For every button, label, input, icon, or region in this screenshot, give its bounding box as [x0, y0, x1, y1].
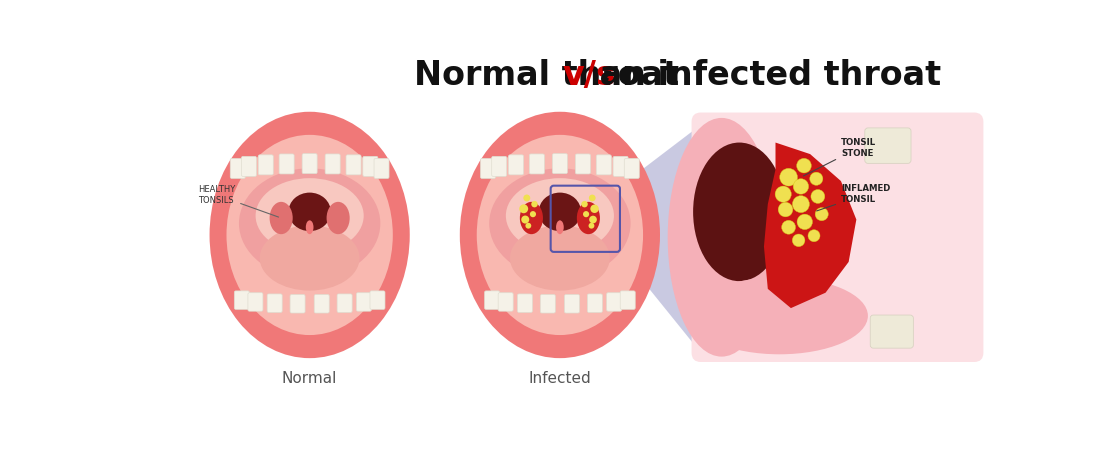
Ellipse shape [306, 220, 313, 234]
FancyBboxPatch shape [279, 154, 294, 174]
Circle shape [530, 211, 536, 217]
Circle shape [524, 194, 530, 202]
Circle shape [583, 211, 590, 217]
Ellipse shape [539, 193, 581, 231]
Circle shape [811, 189, 825, 203]
FancyBboxPatch shape [564, 295, 580, 313]
Ellipse shape [691, 277, 868, 354]
Circle shape [588, 223, 594, 229]
FancyBboxPatch shape [596, 155, 612, 175]
FancyBboxPatch shape [258, 155, 273, 175]
Ellipse shape [239, 168, 381, 279]
FancyBboxPatch shape [241, 156, 256, 176]
Circle shape [796, 158, 812, 173]
Ellipse shape [520, 202, 543, 234]
FancyBboxPatch shape [290, 295, 305, 313]
Text: Normal: Normal [282, 371, 338, 387]
Polygon shape [617, 125, 701, 353]
Ellipse shape [576, 202, 600, 234]
FancyBboxPatch shape [315, 295, 329, 313]
Circle shape [792, 196, 810, 212]
Ellipse shape [327, 202, 350, 234]
FancyBboxPatch shape [587, 294, 603, 312]
FancyBboxPatch shape [326, 154, 340, 174]
FancyBboxPatch shape [508, 155, 524, 175]
Text: Infected: Infected [528, 371, 592, 387]
FancyBboxPatch shape [230, 158, 245, 179]
Circle shape [815, 207, 828, 220]
FancyBboxPatch shape [606, 292, 621, 311]
FancyBboxPatch shape [481, 158, 495, 179]
FancyBboxPatch shape [267, 294, 283, 312]
Ellipse shape [557, 220, 564, 234]
Ellipse shape [260, 225, 360, 291]
Ellipse shape [270, 202, 293, 234]
FancyBboxPatch shape [613, 156, 628, 176]
FancyBboxPatch shape [363, 156, 378, 176]
Circle shape [526, 223, 531, 229]
FancyBboxPatch shape [865, 128, 911, 163]
Circle shape [531, 201, 538, 207]
Circle shape [782, 220, 795, 234]
Text: an infected throat: an infected throat [588, 59, 942, 92]
Circle shape [591, 205, 598, 213]
FancyBboxPatch shape [870, 315, 913, 348]
Ellipse shape [510, 225, 609, 291]
Ellipse shape [255, 178, 364, 253]
Text: Normal throat: Normal throat [414, 59, 691, 92]
Ellipse shape [490, 168, 630, 279]
Text: INFLAMED
TONSIL: INFLAMED TONSIL [816, 184, 890, 211]
FancyBboxPatch shape [346, 155, 361, 175]
Ellipse shape [693, 143, 785, 281]
Circle shape [780, 168, 798, 186]
Circle shape [798, 214, 813, 230]
Ellipse shape [460, 112, 660, 358]
Text: HEALTHY
TONSILS: HEALTHY TONSILS [198, 185, 278, 217]
Circle shape [793, 179, 808, 194]
Circle shape [776, 186, 791, 202]
Circle shape [590, 216, 597, 223]
Circle shape [581, 201, 587, 207]
FancyBboxPatch shape [552, 153, 568, 174]
FancyBboxPatch shape [248, 292, 263, 311]
FancyBboxPatch shape [575, 154, 591, 174]
Ellipse shape [288, 193, 331, 231]
Circle shape [792, 234, 805, 247]
FancyBboxPatch shape [370, 291, 385, 309]
Ellipse shape [476, 135, 644, 335]
FancyBboxPatch shape [540, 295, 556, 313]
FancyBboxPatch shape [498, 292, 514, 311]
FancyBboxPatch shape [302, 153, 317, 174]
FancyBboxPatch shape [625, 158, 639, 179]
FancyBboxPatch shape [620, 291, 635, 309]
FancyBboxPatch shape [337, 294, 352, 312]
Ellipse shape [210, 112, 410, 358]
Text: TONSIL
STONE: TONSIL STONE [803, 138, 876, 176]
FancyBboxPatch shape [374, 158, 389, 179]
FancyBboxPatch shape [692, 112, 983, 362]
Text: v/s: v/s [562, 59, 616, 92]
FancyBboxPatch shape [485, 291, 499, 309]
Circle shape [810, 172, 823, 185]
FancyBboxPatch shape [517, 294, 532, 312]
FancyBboxPatch shape [492, 156, 507, 176]
Circle shape [519, 204, 528, 213]
Polygon shape [763, 143, 857, 308]
Circle shape [778, 202, 793, 217]
Circle shape [808, 230, 820, 242]
Ellipse shape [227, 135, 393, 335]
FancyBboxPatch shape [234, 291, 250, 309]
Circle shape [521, 216, 529, 224]
Circle shape [588, 194, 595, 202]
FancyBboxPatch shape [356, 292, 372, 311]
FancyBboxPatch shape [529, 154, 544, 174]
Ellipse shape [668, 118, 775, 356]
Ellipse shape [506, 178, 614, 253]
